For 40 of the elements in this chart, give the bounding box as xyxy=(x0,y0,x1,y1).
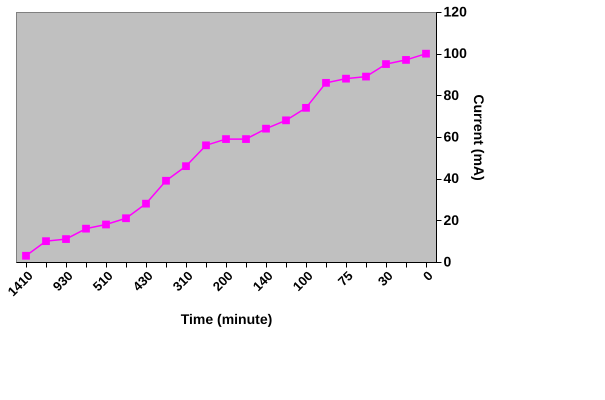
point xyxy=(322,78,330,87)
point xyxy=(422,50,430,58)
point xyxy=(42,237,50,246)
point xyxy=(362,72,370,80)
point xyxy=(122,214,130,222)
point xyxy=(382,60,390,68)
x-tick-label: 200 xyxy=(210,268,236,294)
x-tick-label: 510 xyxy=(90,268,116,294)
y-axis-title: Current (mA) xyxy=(470,94,487,181)
y-tick-label: 100 xyxy=(444,45,468,62)
point xyxy=(162,176,170,185)
point xyxy=(142,200,150,208)
y-tick-label: 120 xyxy=(444,4,468,20)
y-tick-label: 40 xyxy=(444,170,460,186)
x-tick-label: 0 xyxy=(420,268,436,284)
point xyxy=(222,135,230,143)
x-tick-label: 100 xyxy=(290,268,316,294)
x-tick-label: 140 xyxy=(250,268,276,294)
point xyxy=(302,104,310,112)
point xyxy=(82,224,90,233)
point xyxy=(262,124,270,133)
point xyxy=(62,235,70,243)
y-tick-label: 60 xyxy=(444,128,460,144)
point xyxy=(242,135,250,143)
point xyxy=(182,162,190,170)
point xyxy=(102,220,110,228)
point xyxy=(22,252,30,260)
point xyxy=(282,116,290,124)
y-tick-label: 80 xyxy=(444,86,460,103)
point xyxy=(202,141,210,150)
point xyxy=(402,56,410,64)
y-tick-label: 0 xyxy=(444,254,452,270)
x-tick-label: 30 xyxy=(374,268,396,289)
x-tick-label: 75 xyxy=(334,268,356,289)
x-tick-label: 930 xyxy=(50,268,76,294)
y-tick-label: 20 xyxy=(444,212,460,228)
x-axis-title: Time (minute) xyxy=(180,311,272,328)
x-tick-label: 310 xyxy=(170,268,196,294)
point xyxy=(342,74,350,83)
x-tick-label: 430 xyxy=(130,268,156,294)
